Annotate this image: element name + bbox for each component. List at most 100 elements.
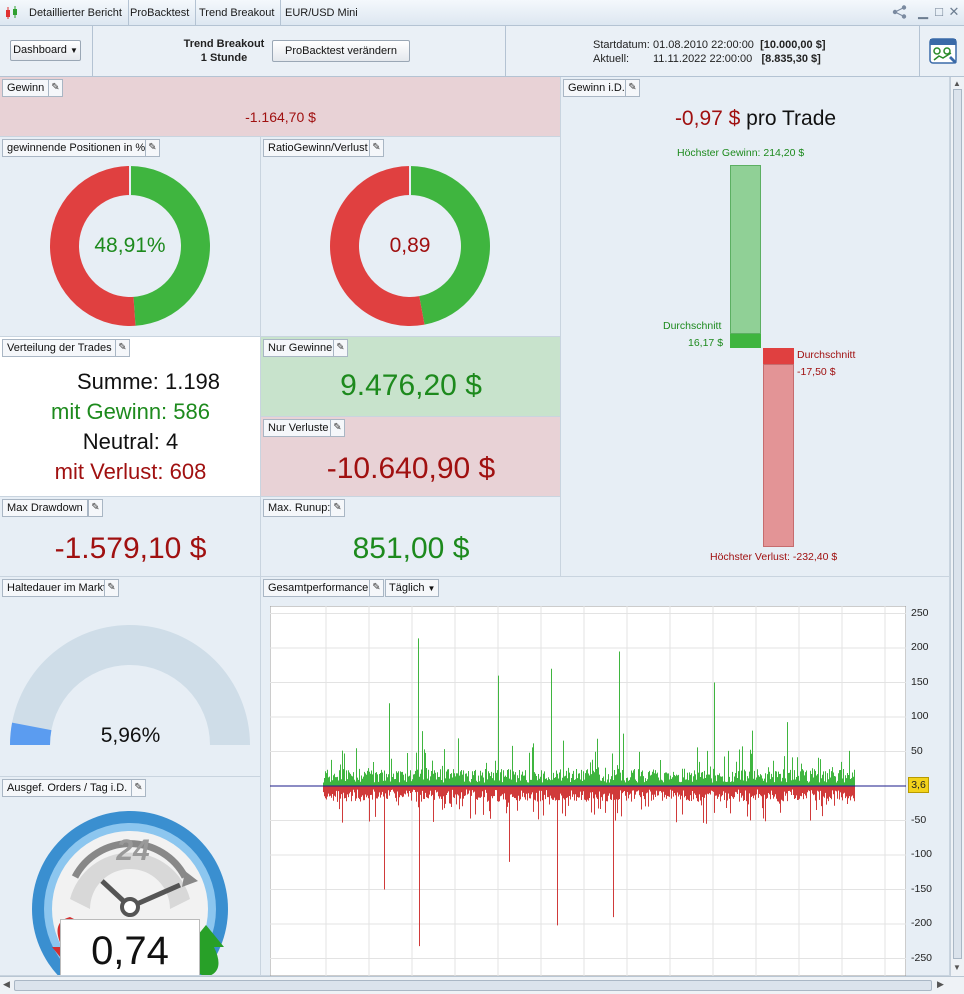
loss-bar (763, 364, 794, 547)
ratio-red-slice (330, 166, 425, 326)
max-runup-value: 851,00 $ (352, 532, 470, 565)
y-tick-label: 50 (911, 744, 923, 757)
wrench-icon[interactable]: ✎ (115, 339, 130, 357)
interval-dropdown[interactable]: Täglich ▼ (385, 579, 440, 597)
title-bar: Detaillierter Bericht ProBacktest Trend … (0, 0, 964, 26)
wrench-icon[interactable]: ✎ (145, 139, 160, 157)
current-value-label: 3,6 (908, 777, 929, 793)
highest-gain-label: Höchster Gewinn: 214,20 $ (677, 147, 805, 159)
trade-sum: Summe: 1.198 (76, 369, 221, 394)
trade-wins: mit Gewinn: 586 (51, 399, 210, 424)
trade-losses: mit Verlust: 608 (54, 459, 207, 484)
orders-per-day-panel: Ausgef. Orders / Tag i.D. ✎ 24 0,74 (0, 777, 261, 976)
candlestick-icon (5, 6, 19, 20)
avg-gain-value: 16,17 $ (688, 337, 724, 349)
y-tick-label: -200 (911, 917, 933, 929)
tab-probacktest[interactable]: ProBacktest (124, 0, 197, 26)
scroll-down-icon[interactable]: ▼ (953, 963, 961, 972)
current-capital: [8.835,30 $] (761, 53, 821, 65)
scroll-left-icon[interactable]: ◀ (3, 979, 10, 989)
distribution-title: Verteilung der Trades (2, 339, 117, 357)
start-capital: [10.000,00 $] (760, 39, 826, 51)
wrench-icon[interactable]: ✎ (48, 79, 63, 97)
trade-neutral: Neutral: 4 (82, 429, 179, 454)
share-icon[interactable] (892, 5, 907, 19)
win-positions-donut (49, 166, 210, 326)
y-tick-label: 200 (911, 641, 929, 653)
ratio-title: RatioGewinn/Verlust (263, 139, 373, 157)
wrench-icon[interactable]: ✎ (88, 499, 103, 517)
only-losses-panel: Nur Verluste ✎ -10.640,90 $ (261, 417, 561, 497)
performance-chart (270, 606, 906, 976)
ratio-value: 0,89 (389, 234, 431, 257)
profit-title: Gewinn (2, 79, 50, 97)
wrench-icon[interactable]: ✎ (330, 499, 345, 517)
strategy-name: Trend Breakout (183, 38, 265, 50)
orders-title: Ausgef. Orders / Tag i.D. (2, 779, 133, 797)
avg-loss-bar (763, 348, 794, 364)
current-date-label: Aktuell: (593, 53, 630, 65)
trade-distribution-panel: Verteilung der Trades ✎ Summe: 1.198 mit… (0, 337, 261, 497)
maximize-icon[interactable]: □ (935, 4, 943, 19)
max-drawdown-panel: Max Drawdown ✎ -1.579,10 $ (0, 497, 261, 577)
max-runup-panel: Max. Runup: ✎ 851,00 $ (261, 497, 561, 577)
holding-time-title: Haltedauer im Markt (2, 579, 112, 597)
per-trade-value: -0,97 $ (674, 107, 741, 130)
max-drawdown-value: -1.579,10 $ (54, 532, 207, 565)
only-losses-title: Nur Verluste (263, 419, 334, 437)
only-wins-value: 9.476,20 $ (340, 369, 482, 402)
wrench-icon[interactable]: ✎ (131, 779, 146, 797)
orders-value: 0,74 (91, 929, 169, 973)
start-date: 01.08.2010 22:00:00 (653, 39, 754, 51)
performance-title: Gesamtperformance (263, 579, 374, 597)
max-runup-title: Max. Runup: (263, 499, 336, 517)
modify-backtest-button[interactable]: ProBacktest verändern (272, 40, 410, 62)
avg-gain-bar (730, 334, 761, 348)
gauge-track (10, 625, 250, 745)
vertical-scroll-thumb[interactable] (953, 89, 962, 959)
ratio-green-slice (410, 166, 490, 325)
profit-panel: Gewinn ✎ -1.164,70 $ (0, 77, 561, 137)
close-icon[interactable]: ✕ (948, 4, 960, 19)
holding-time-panel: Haltedauer im Markt ✎ 5,96% (0, 577, 261, 777)
vertical-scrollbar[interactable]: ▲ ▼ (950, 77, 964, 976)
scroll-up-icon[interactable]: ▲ (953, 79, 961, 88)
gain-bar (730, 165, 761, 334)
wrench-icon[interactable]: ✎ (104, 579, 119, 597)
win-positions-title: gewinnende Positionen in % (2, 139, 151, 157)
wrench-icon[interactable]: ✎ (330, 419, 345, 437)
win-positions-green-slice (130, 166, 210, 326)
minimize-icon[interactable]: ▁ (918, 4, 928, 19)
win-positions-red-slice (49, 166, 136, 326)
timeframe-label: 1 Stunde (200, 52, 248, 64)
scroll-right-icon[interactable]: ▶ (937, 979, 944, 989)
tab-instrument[interactable]: EUR/USD Mini (285, 7, 358, 19)
holding-time-gauge (10, 625, 250, 745)
profit-per-trade-title: Gewinn i.D. (563, 79, 630, 97)
wrench-icon[interactable]: ✎ (369, 579, 384, 597)
win-positions-panel: gewinnende Positionen in % ✎ 48,91% (0, 137, 261, 337)
start-date-label: Startdatum: (593, 39, 650, 51)
report-settings-icon[interactable] (929, 36, 959, 66)
ratio-donut (330, 166, 490, 326)
chevron-down-icon: ▼ (69, 46, 78, 55)
wrench-icon[interactable]: ✎ (369, 139, 384, 157)
horizontal-scroll-thumb[interactable] (14, 980, 932, 991)
y-tick-label: -150 (911, 882, 933, 895)
wrench-icon[interactable]: ✎ (625, 79, 640, 97)
report-header: Dashboard ▼ Trend Breakout 1 Stunde ProB… (0, 26, 964, 77)
dashboard-dropdown[interactable]: Dashboard ▼ (10, 40, 81, 61)
wrench-icon[interactable]: ✎ (333, 339, 348, 357)
avg-gain-label: Durchschnitt (663, 320, 722, 332)
horizontal-scrollbar[interactable]: ◀ ▶ (0, 976, 964, 994)
y-tick-label: -250 (911, 951, 933, 964)
profit-value: -1.164,70 $ (245, 109, 316, 125)
gauge-fill (10, 722, 52, 745)
tab-strategy[interactable]: Trend Breakout (193, 0, 282, 26)
per-trade-label: pro Trade (746, 107, 837, 130)
current-date: 11.11.2022 22:00:00 (653, 53, 753, 65)
y-tick-label: 100 (911, 710, 929, 722)
tab-detailed-report[interactable]: Detaillierter Bericht (23, 0, 129, 26)
holding-time-value: 5,96% (100, 724, 161, 747)
interval-label: Täglich (389, 582, 425, 594)
